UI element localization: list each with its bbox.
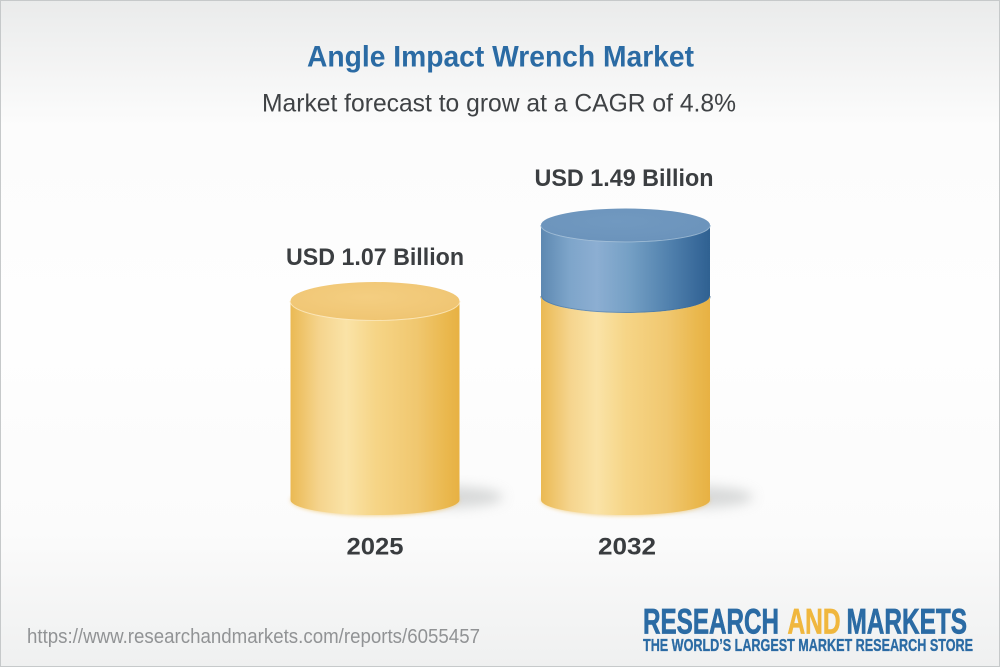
svg-text:https://www.researchandmarkets: https://www.researchandmarkets.com/repor… (27, 626, 480, 648)
svg-text:THE WORLD’S LARGEST MARKET RES: THE WORLD’S LARGEST MARKET RESEARCH STOR… (643, 635, 973, 655)
svg-text:2025: 2025 (347, 534, 404, 561)
svg-text:USD 1.07 Billion: USD 1.07 Billion (286, 244, 464, 271)
svg-text:AND: AND (788, 602, 841, 642)
svg-text:MARKETS: MARKETS (847, 602, 968, 642)
svg-text:RESEARCH: RESEARCH (643, 602, 779, 642)
svg-text:Angle Impact Wrench Market: Angle Impact Wrench Market (307, 41, 694, 74)
svg-text:Market forecast to grow at a C: Market forecast to grow at a CAGR of 4.8… (262, 90, 736, 118)
svg-text:2032: 2032 (598, 534, 656, 561)
svg-text:USD 1.49 Billion: USD 1.49 Billion (535, 165, 714, 192)
